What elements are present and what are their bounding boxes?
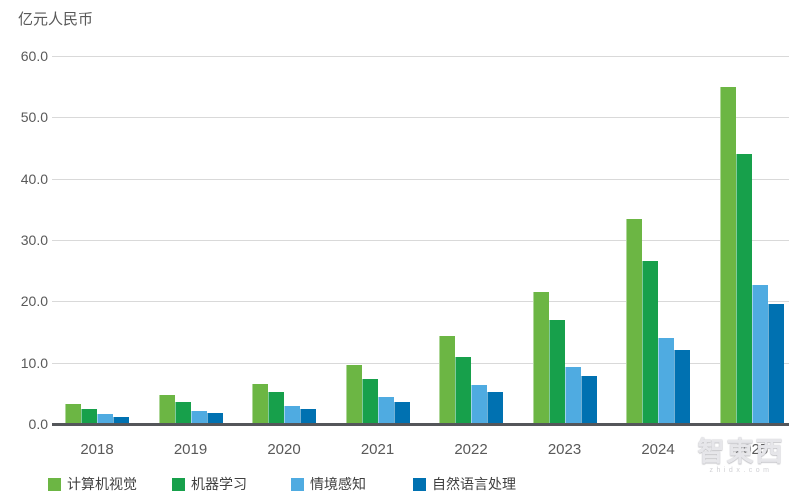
legend-label: 机器学习 — [191, 476, 247, 492]
bar-group-2018 — [65, 56, 129, 424]
x-tick-label: 2023 — [547, 441, 582, 458]
bar — [439, 336, 455, 424]
bar-group-2024 — [626, 56, 690, 424]
bar — [113, 416, 129, 424]
legend-item: 机器学习 — [172, 476, 247, 492]
bar — [767, 303, 784, 424]
y-axis: 0.0 10.0 20.0 30.0 40.0 50.0 60.0 — [0, 0, 48, 501]
bar — [97, 414, 113, 424]
bar — [206, 412, 223, 424]
bar — [735, 154, 752, 424]
y-tick-label: 30.0 — [20, 232, 48, 248]
legend-swatch-icon — [172, 477, 185, 491]
gridline — [52, 117, 789, 119]
bar-group-2020 — [252, 56, 316, 424]
bar-group-2021 — [345, 56, 410, 424]
bar — [455, 356, 471, 424]
y-tick-label: 0.0 — [28, 416, 48, 432]
bar — [564, 366, 581, 424]
bar — [393, 401, 410, 424]
y-tick-label: 60.0 — [20, 48, 48, 64]
bar — [268, 392, 284, 424]
bar — [377, 397, 394, 424]
bar — [658, 338, 674, 424]
bar — [580, 375, 597, 424]
legend-label: 计算机视觉 — [67, 476, 137, 492]
y-tick-label: 50.0 — [20, 109, 48, 126]
x-tick-label: 2019 — [173, 441, 208, 458]
bar — [252, 383, 268, 424]
y-tick-label: 40.0 — [20, 170, 48, 187]
legend-label: 自然语言处理 — [432, 476, 516, 492]
legend-item: 情境感知 — [291, 476, 366, 492]
bar — [471, 385, 487, 424]
x-tick-label: 2018 — [80, 441, 114, 458]
gridline — [52, 56, 789, 57]
bar — [674, 349, 690, 424]
legend-swatch-icon — [413, 477, 426, 491]
gridline — [52, 362, 789, 364]
bar — [642, 260, 658, 424]
bar — [751, 285, 768, 424]
legend-label: 情境感知 — [310, 476, 366, 492]
bar — [300, 408, 316, 424]
x-tick-label: 2022 — [454, 441, 488, 458]
bar — [345, 364, 362, 424]
legend-swatch-icon — [291, 477, 304, 491]
gridline — [52, 301, 789, 303]
y-tick-label: 20.0 — [20, 293, 48, 310]
bar — [548, 319, 565, 424]
legend-item: 自然语言处理 — [413, 476, 516, 492]
bar — [719, 86, 736, 424]
bar — [174, 401, 191, 424]
bar — [158, 395, 175, 424]
bar-group-2019 — [158, 56, 223, 424]
bar — [361, 378, 378, 424]
x-axis-line — [52, 423, 789, 426]
bar — [626, 218, 642, 424]
x-tick-label: 2020 — [267, 441, 301, 458]
legend-item: 计算机视觉 — [48, 476, 137, 492]
y-axis-unit-title: 亿元人民币 — [18, 11, 94, 28]
bar — [284, 405, 300, 424]
bar — [487, 391, 503, 424]
watermark-url-text: zhidx.com — [709, 467, 773, 474]
gridline — [52, 178, 789, 180]
bar — [65, 403, 81, 424]
x-tick-label: 2025 — [734, 441, 769, 458]
bar-group-2025 — [719, 56, 784, 424]
bar — [81, 408, 97, 424]
bar — [190, 410, 207, 424]
y-tick-label: 10.0 — [20, 354, 48, 371]
x-tick-label: 2021 — [360, 441, 395, 458]
bar-group-2023 — [532, 56, 597, 424]
x-tick-label: 2024 — [641, 441, 675, 458]
gridline — [52, 240, 789, 241]
legend-swatch-icon — [48, 477, 61, 491]
bar-group-2022 — [439, 56, 503, 424]
bar — [532, 292, 549, 424]
plot-area — [52, 56, 789, 426]
